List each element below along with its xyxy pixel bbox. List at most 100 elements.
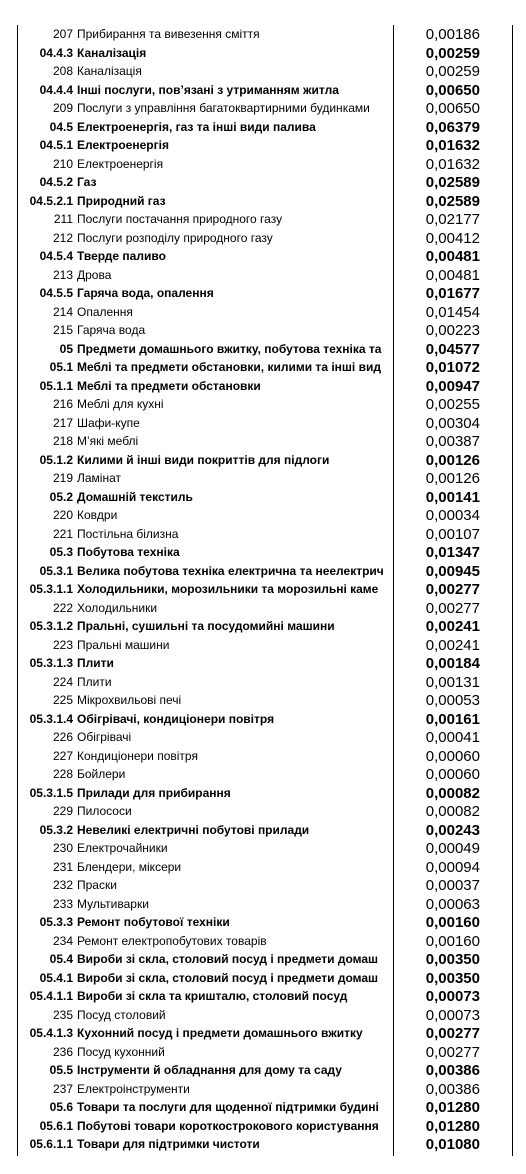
- row-name: Пральні машини: [77, 637, 170, 652]
- row-name: Ремонт побутової техніки: [77, 915, 230, 929]
- row-name: Прилади для прибирання: [77, 785, 231, 800]
- row-name: М’які меблі: [77, 434, 139, 448]
- table-row: 220 Ковдри 0,00034: [0, 506, 526, 525]
- table-row: 04.5.2.1 Природний газ 0,02589: [0, 192, 526, 211]
- row-value: 0,00049: [425, 840, 480, 857]
- row-name: Плити: [77, 674, 112, 689]
- row-code: 04.5.2: [39, 175, 73, 189]
- row-code: 05.3.1.1: [29, 582, 73, 596]
- table-row: 05.4.1 Вироби зі скла, столовий посуд і п…: [0, 969, 526, 988]
- row-value: 0,00947: [425, 377, 480, 395]
- row-name: Прибирання та вивезення сміття: [77, 27, 260, 41]
- row-name: Холодильники: [77, 600, 158, 615]
- row-name: Килими й інші види покриттів для підлоги: [77, 452, 330, 467]
- row-code: 04.5.4: [39, 249, 73, 263]
- row-name: Посуд столовий: [77, 1007, 166, 1022]
- row-name: Блендери, міксери: [77, 859, 182, 874]
- row-name: Обігрівачі: [77, 730, 132, 744]
- table-row: 05.6 Товари та послуги для щоденної підтр…: [0, 1098, 526, 1117]
- row-code: 05.3.1.5: [29, 785, 73, 800]
- row-value: 0,00141: [425, 488, 480, 506]
- row-value: 0,00073: [425, 1006, 480, 1024]
- row-code: 05.1.1: [39, 378, 73, 393]
- table-row: 04.4.4 Інші послуги, пов’язані з утриманн…: [0, 81, 526, 100]
- row-code: 225: [52, 693, 73, 707]
- row-name: Пральні, сушильні та посудомийні машини: [77, 619, 335, 633]
- row-name: Послуги постачання природного газу: [77, 212, 283, 226]
- row-value: 0,00412: [425, 229, 480, 247]
- row-code: 05.5: [49, 1063, 73, 1077]
- row-value: 0,00481: [425, 266, 480, 284]
- table-row: 211 Послуги постачання природного газу 0,0…: [0, 210, 526, 229]
- row-name: Інструменти й обладнання для дому та сад…: [77, 1063, 342, 1077]
- row-value: 0,01080: [425, 1136, 480, 1153]
- row-name: Праски: [77, 878, 117, 892]
- row-code: 04.4.3: [39, 45, 73, 60]
- row-value: 0,04577: [425, 340, 480, 358]
- row-value: 0,00255: [425, 396, 480, 413]
- row-value: 0,00386: [425, 1080, 480, 1098]
- table-row: 05.3.2 Невеликі електричні побутові прила…: [0, 821, 526, 840]
- row-value: 0,00223: [425, 322, 480, 339]
- row-code: 230: [52, 841, 73, 855]
- row-code: 04.4.4: [39, 82, 73, 97]
- row-name: Шафи-купе: [77, 415, 140, 430]
- table-row: 233 Мультиварки 0,00063: [0, 895, 526, 914]
- row-name: Вироби зі скла та кришталю, столовий пос…: [77, 989, 348, 1003]
- row-value: 0,00481: [425, 248, 480, 265]
- row-value: 0,00650: [425, 100, 480, 117]
- row-code: 236: [52, 1044, 73, 1059]
- row-value: 0,00082: [425, 784, 480, 802]
- table-row: 236 Посуд кухонний 0,00277: [0, 1043, 526, 1062]
- table-row: 05.4.1.1 Вироби зі скла та кришталю, стол…: [0, 987, 526, 1006]
- row-name: Бойлери: [77, 767, 126, 781]
- row-name: Тверде паливо: [77, 249, 166, 263]
- table-row: 05.4 Вироби зі скла, столовий посуд і пре…: [0, 950, 526, 969]
- row-name: Ковдри: [77, 508, 118, 522]
- table-row: 05.3.1.1 Холодильники, морозильники та мо…: [0, 580, 526, 599]
- row-name: Предмети домашнього вжитку, побутова тех…: [77, 341, 382, 356]
- table-left-border: [17, 25, 18, 1156]
- row-name: Домашній текстиль: [77, 489, 193, 504]
- row-name: Послуги з управління багатоквартирними б…: [77, 101, 370, 115]
- row-value: 0,00060: [425, 766, 480, 783]
- row-code: 05.2: [49, 489, 73, 504]
- row-code: 05.4.1: [39, 970, 73, 985]
- row-name: Електроенергія, газ та інші види палива: [77, 119, 316, 134]
- row-code: 04.5.2.1: [29, 193, 73, 208]
- table-column-divider: [393, 25, 394, 1156]
- row-name: Кухонний посуд і предмети домашнього вжи…: [77, 1026, 363, 1040]
- row-value: 0,00241: [425, 618, 480, 635]
- row-code: 213: [52, 267, 73, 282]
- row-value: 0,00350: [425, 951, 480, 968]
- row-value: 0,00063: [425, 895, 480, 913]
- row-value: 0,00243: [425, 821, 480, 839]
- row-code: 224: [52, 674, 73, 689]
- row-name: Послуги розподілу природного газу: [77, 230, 273, 245]
- row-value: 0,00060: [425, 747, 480, 765]
- row-name: Меблі та предмети обстановки, килими та …: [77, 360, 381, 374]
- table-row: 228 Бойлери 0,00060: [0, 765, 526, 784]
- table-row: 05.3.1 Велика побутова техніка електрична…: [0, 562, 526, 581]
- row-value: 0,01280: [425, 1099, 480, 1116]
- table-row: 235 Посуд столовий 0,00073: [0, 1006, 526, 1025]
- row-code: 222: [52, 600, 73, 615]
- row-code: 231: [52, 859, 73, 874]
- row-code: 215: [52, 323, 73, 337]
- row-code: 05.6.1: [39, 1118, 73, 1133]
- row-value: 0,01677: [425, 285, 480, 302]
- row-name: Мультиварки: [77, 896, 149, 911]
- table-row: 227 Кондиціонери повітря 0,00060: [0, 747, 526, 766]
- row-name: Посуд кухонний: [77, 1044, 165, 1059]
- row-name: Постільна білизна: [77, 526, 179, 541]
- row-code: 05: [59, 341, 73, 356]
- row-value: 0,01632: [425, 137, 480, 154]
- row-code: 05.3.1.2: [29, 619, 73, 633]
- table-row: 216 Меблі для кухні 0,00255: [0, 395, 526, 414]
- row-value: 0,01454: [425, 303, 480, 321]
- row-code: 05.1.2: [39, 452, 73, 467]
- row-value: 0,00037: [425, 877, 480, 894]
- table-row: 04.5 Електроенергія, газ та інші види пал…: [0, 118, 526, 137]
- row-name: Побутова техніка: [77, 545, 180, 559]
- row-name: Товари та послуги для щоденної підтримки…: [77, 1100, 379, 1114]
